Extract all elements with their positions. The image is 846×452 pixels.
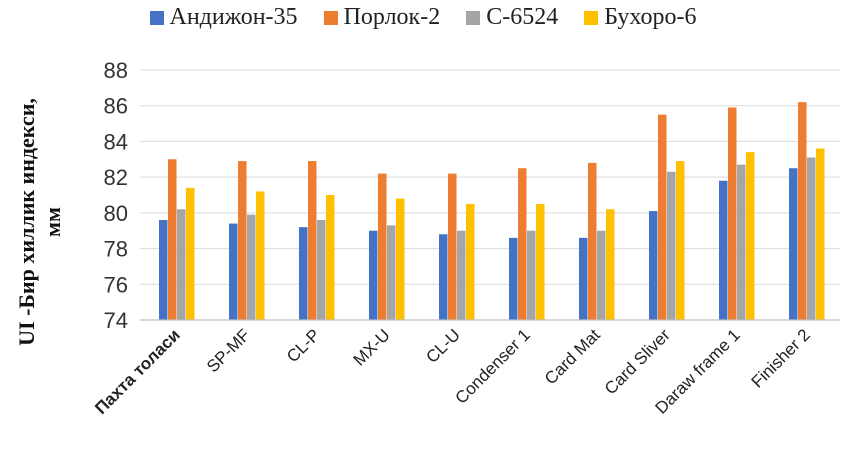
legend-item: С-6524: [466, 4, 558, 31]
legend: Андижон-35 Порлок-2 С-6524 Бухоро-6: [0, 4, 846, 31]
bar: [369, 230, 378, 320]
bar: [667, 171, 676, 320]
legend-label: Порлок-2: [343, 4, 441, 30]
bar: [396, 198, 405, 320]
bar: [247, 214, 256, 320]
legend-swatch: [584, 10, 599, 25]
bar: [299, 227, 308, 320]
bar: [518, 168, 527, 320]
x-tick-label: MX-U: [350, 325, 394, 369]
bar: [728, 107, 737, 320]
legend-label: Бухоро-6: [604, 4, 697, 30]
y-tick-label: 88: [104, 58, 128, 83]
bar: [387, 225, 396, 320]
x-tick-label: Condenser 1: [452, 325, 534, 407]
bar: [746, 152, 755, 320]
bar: [439, 234, 448, 320]
y-tick-label: 80: [104, 201, 128, 226]
bar: [238, 161, 247, 320]
bar: [789, 168, 798, 320]
bar: [649, 211, 658, 320]
bar: [229, 223, 238, 320]
y-tick-label: 76: [104, 272, 128, 297]
bar: [177, 209, 186, 320]
bar: [326, 195, 335, 320]
bar: [168, 159, 177, 320]
bar: [588, 162, 597, 320]
x-tick-label: CL-U: [422, 325, 463, 366]
x-tick-label: Card Mat: [541, 325, 604, 388]
y-tick-label: 84: [104, 129, 128, 154]
y-tick-label: 78: [104, 237, 128, 262]
y-tick-label: 86: [104, 94, 128, 119]
legend-item: Бухоро-6: [584, 4, 696, 31]
legend-swatch: [323, 10, 338, 25]
bar: [816, 148, 825, 320]
x-tick-label: Пахта толаси: [91, 325, 184, 418]
bar: [527, 230, 536, 320]
bar: [466, 203, 475, 320]
legend-label: С-6524: [486, 4, 559, 30]
x-tick-label: SP-MF: [203, 325, 254, 376]
bar: [737, 164, 746, 320]
bar: [256, 191, 265, 320]
legend-swatch: [149, 10, 164, 25]
bar: [658, 114, 667, 321]
bar: [159, 220, 168, 320]
legend-label: Андижон-35: [169, 4, 298, 30]
legend-swatch: [466, 10, 481, 25]
bar: [798, 102, 807, 321]
legend-item: Андижон-35: [149, 4, 298, 31]
bar: [676, 161, 685, 320]
bar: [378, 173, 387, 320]
bar: [579, 237, 588, 320]
bar: [186, 187, 195, 320]
bar: [536, 203, 545, 320]
bar: [448, 173, 457, 320]
bar: [719, 180, 728, 320]
x-tick-label: CL-P: [283, 325, 324, 366]
bar: [308, 161, 317, 320]
legend-item: Порлок-2: [323, 4, 441, 31]
bar: [317, 220, 326, 320]
x-tick-label: Finisher 2: [748, 325, 814, 391]
bar: [457, 230, 466, 320]
x-tick-label: Card Sliver: [601, 325, 674, 398]
bar: [509, 237, 518, 320]
bar: [597, 230, 606, 320]
bar: [606, 209, 615, 320]
y-tick-label: 82: [104, 165, 128, 190]
y-tick-label: 74: [104, 308, 128, 333]
bar: [807, 157, 816, 320]
